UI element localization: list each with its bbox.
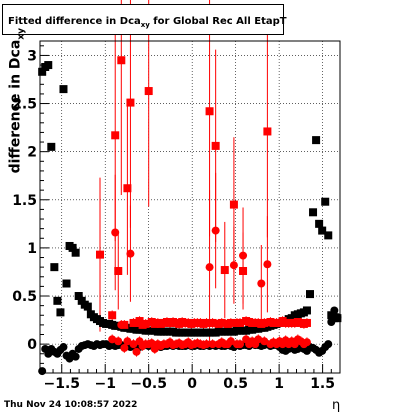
- chart-title-subscript: xy: [140, 21, 150, 29]
- data-point-square: [126, 98, 135, 107]
- data-point-square: [111, 131, 120, 140]
- data-point-square: [114, 266, 123, 275]
- data-point-square: [306, 290, 314, 299]
- data-point-square: [312, 136, 321, 145]
- data-point-circle: [236, 340, 244, 349]
- data-point-square: [108, 311, 117, 320]
- data-point-circle: [260, 337, 269, 346]
- data-point-square: [44, 61, 53, 70]
- data-point-square: [202, 318, 211, 327]
- data-point-square: [226, 318, 235, 327]
- data-point-square: [309, 208, 318, 217]
- data-point-circle: [117, 320, 126, 329]
- data-point-circle: [123, 337, 132, 346]
- y-tick-label: 2: [27, 145, 37, 161]
- x-tick-label: −1: [94, 376, 115, 392]
- data-point-square: [74, 292, 83, 301]
- data-point-circle: [132, 347, 141, 356]
- x-tick-label: 0.5: [223, 376, 248, 392]
- chart-title-box: Fitted difference in Dcaxy for Global Re…: [2, 4, 287, 35]
- data-point-square: [50, 263, 59, 272]
- data-point-square: [144, 87, 153, 96]
- data-point-circle: [229, 261, 238, 270]
- data-point-square: [302, 318, 311, 327]
- data-point-circle: [330, 306, 339, 315]
- data-point-circle: [111, 228, 120, 237]
- x-tick-label: 1.5: [310, 376, 335, 392]
- y-tick-label: 0: [27, 337, 37, 353]
- data-point-square: [141, 319, 150, 328]
- data-point-square: [229, 200, 238, 209]
- data-point-square: [220, 266, 229, 275]
- data-point-square: [211, 141, 220, 150]
- data-point-square: [324, 231, 333, 240]
- data-point-square: [71, 248, 80, 257]
- data-point-circle: [327, 317, 336, 326]
- data-point-square: [53, 296, 62, 305]
- y-tick-label: 1: [27, 241, 37, 257]
- data-point-square: [59, 85, 68, 94]
- data-point-circle: [257, 279, 266, 288]
- x-tick-label: −1.5: [43, 376, 80, 392]
- data-point-circle: [129, 340, 138, 349]
- data-point-circle: [324, 340, 333, 349]
- data-point-square: [68, 243, 77, 252]
- data-point-circle: [239, 251, 248, 260]
- data-point-square: [83, 302, 92, 311]
- data-point-circle: [114, 337, 123, 346]
- data-point-square: [315, 219, 324, 228]
- chart-title: Fitted difference in Dcaxy for Global Re…: [8, 16, 287, 29]
- plot-frame: [39, 40, 341, 374]
- chart-title-prefix: Fitted difference in Dca: [8, 16, 141, 27]
- data-point-square: [47, 142, 56, 151]
- data-point-square: [302, 306, 311, 315]
- data-point-square: [260, 318, 269, 327]
- data-point-circle: [208, 340, 217, 349]
- data-point-square: [123, 184, 132, 193]
- chart-title-suffix: for Global Rec All EtapT: [149, 16, 287, 27]
- x-tick-label: 1: [274, 376, 284, 392]
- data-point-circle: [211, 226, 220, 235]
- data-point-circle: [263, 260, 272, 269]
- x-axis-label: η: [332, 398, 341, 413]
- data-point-square: [117, 56, 126, 65]
- data-point-circle: [205, 263, 214, 272]
- data-point-square: [205, 107, 214, 116]
- data-point-circle: [120, 343, 129, 352]
- data-point-circle: [38, 367, 47, 376]
- data-point-square: [217, 318, 226, 327]
- timestamp: Thu Nov 24 10:08:57 2022: [4, 400, 138, 410]
- data-point-square: [239, 266, 248, 275]
- data-point-square: [208, 318, 217, 327]
- data-point-square: [236, 318, 244, 327]
- data-point-circle: [333, 313, 342, 322]
- data-point-square: [318, 226, 327, 235]
- data-point-circle: [302, 338, 311, 347]
- data-point-circle: [254, 335, 263, 344]
- data-point-circle: [59, 343, 68, 352]
- data-point-square: [56, 308, 65, 317]
- data-point-circle: [71, 352, 80, 361]
- data-point-circle: [226, 337, 235, 346]
- x-tick-label: 0: [187, 376, 197, 392]
- data-point-square: [62, 279, 71, 288]
- x-tick-label: −0.5: [130, 376, 167, 392]
- y-tick-label: 1.5: [12, 193, 37, 209]
- y-axis-label: difference in Dcaxy: [7, 28, 27, 174]
- y-tick-label: 3: [27, 48, 37, 64]
- y-tick-label: 2.5: [12, 97, 37, 113]
- data-point-square: [38, 67, 47, 76]
- data-point-square: [321, 197, 330, 206]
- y-tick-label: 0.5: [12, 289, 37, 305]
- data-point-circle: [126, 249, 135, 258]
- data-point-circle: [108, 335, 117, 344]
- data-point-square: [263, 127, 272, 136]
- data-point-square: [96, 250, 104, 259]
- data-point-circle: [202, 340, 211, 349]
